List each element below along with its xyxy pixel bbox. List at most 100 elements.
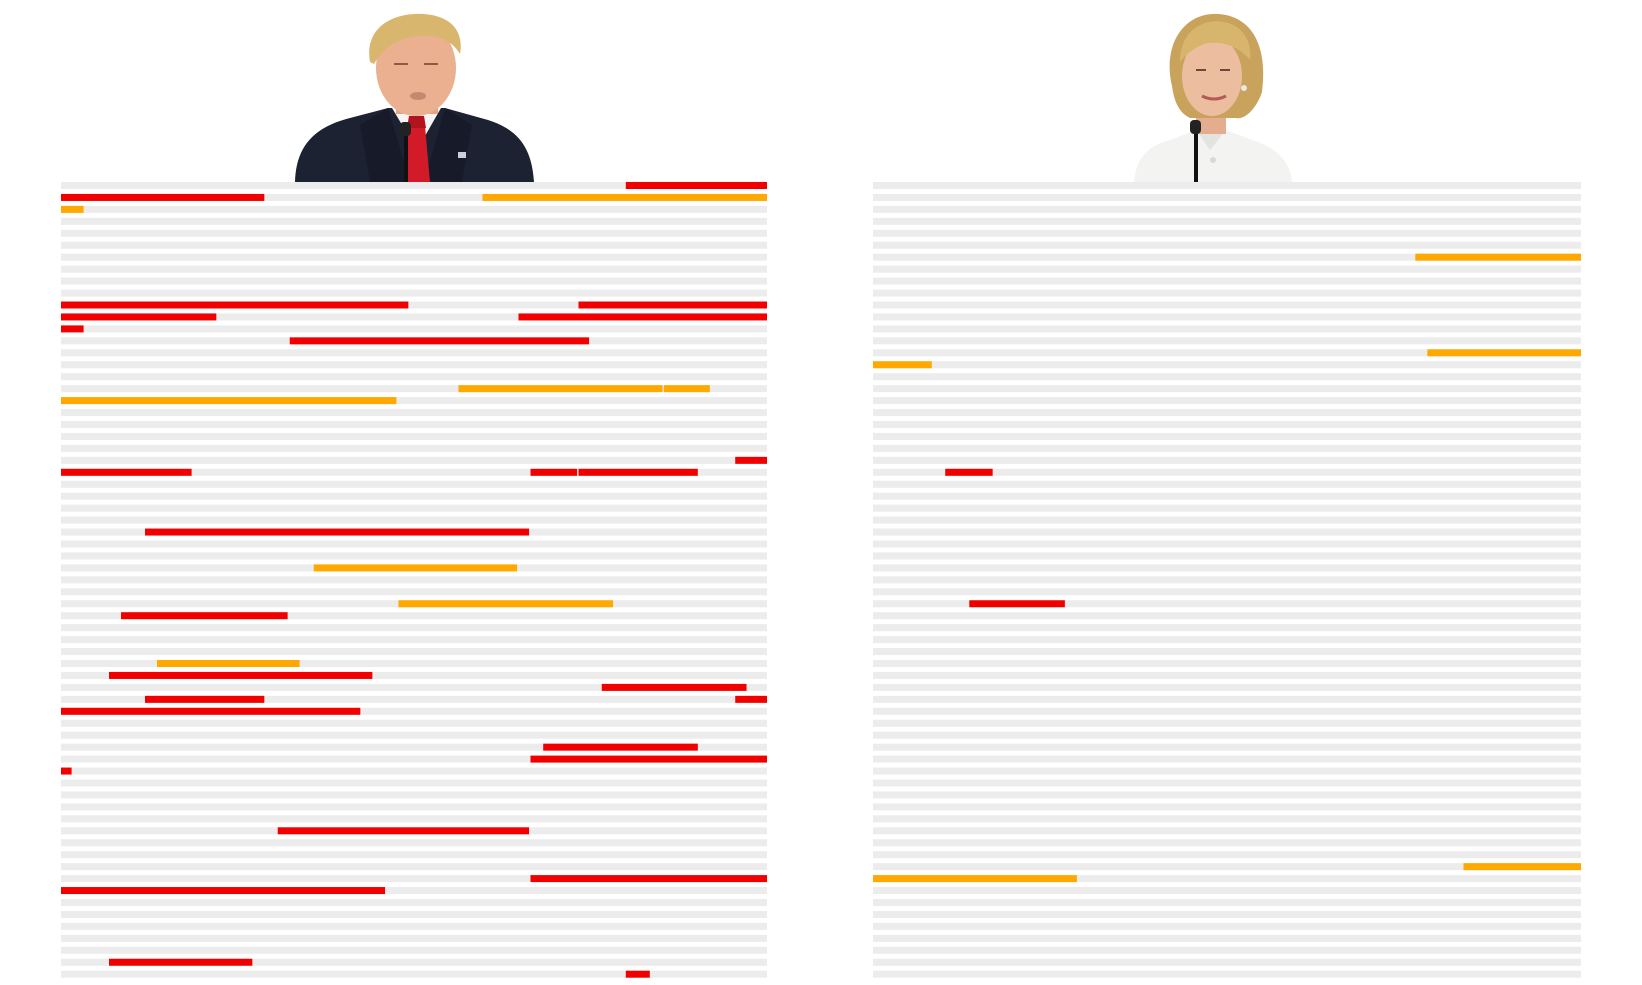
line-track <box>873 373 1581 381</box>
highlight-segment-red <box>945 468 993 476</box>
line-track <box>873 946 1581 954</box>
highlight-segment-red <box>145 695 265 703</box>
clinton-lines-panel <box>873 182 1581 978</box>
line-track <box>873 229 1581 237</box>
line-track <box>61 624 767 632</box>
line-track <box>873 397 1581 405</box>
highlight-segment-red <box>145 528 530 536</box>
line-track <box>61 910 767 918</box>
line-track <box>873 815 1581 823</box>
highlight-segment-red <box>578 468 698 476</box>
highlight-segment-red <box>289 337 590 345</box>
highlight-segment-red <box>61 887 386 895</box>
line-track <box>873 432 1581 440</box>
highlight-segment-red <box>735 456 767 464</box>
highlight-segment-red <box>530 468 578 476</box>
line-track <box>61 946 767 954</box>
highlight-segment-red <box>61 193 265 201</box>
highlight-segment-orange <box>873 361 932 369</box>
line-track <box>61 660 767 667</box>
line-track <box>61 432 767 440</box>
line-track <box>873 803 1581 811</box>
highlight-segment-orange <box>398 600 614 608</box>
line-track <box>873 301 1581 309</box>
highlight-segment-red <box>61 301 409 309</box>
line-track <box>873 528 1581 536</box>
highlight-segment-orange <box>458 385 663 393</box>
line-track <box>61 444 767 452</box>
highlight-segment-orange <box>873 875 1077 883</box>
highlight-segment-red <box>969 600 1065 608</box>
line-track <box>61 193 767 201</box>
highlight-segment-orange <box>61 205 84 213</box>
line-track <box>61 409 767 417</box>
line-track <box>61 779 767 787</box>
highlight-segment-red <box>530 875 767 883</box>
line-track <box>61 373 767 381</box>
line-track <box>873 516 1581 524</box>
highlight-segment-red <box>735 695 767 703</box>
line-track <box>61 361 767 369</box>
line-track <box>873 934 1581 942</box>
line-track <box>873 600 1581 608</box>
highlight-segment-orange <box>1427 349 1581 357</box>
highlight-segment-red <box>543 743 698 751</box>
highlight-segment-orange <box>61 397 397 405</box>
line-track <box>873 182 1581 189</box>
line-track <box>873 217 1581 225</box>
line-track <box>61 182 767 189</box>
line-track <box>873 385 1581 393</box>
line-track <box>61 229 767 237</box>
line-track <box>873 827 1581 835</box>
highlight-segment-red <box>61 468 192 476</box>
line-track <box>61 516 767 524</box>
line-track <box>61 863 767 871</box>
line-track <box>873 564 1581 572</box>
highlight-segment-red <box>109 671 373 679</box>
line-track <box>873 421 1581 428</box>
line-track <box>873 624 1581 632</box>
line-track <box>61 468 767 476</box>
line-track <box>873 839 1581 847</box>
line-track <box>873 552 1581 560</box>
line-track <box>873 755 1581 763</box>
line-track <box>61 671 767 679</box>
highlight-segment-red <box>61 707 361 715</box>
line-track <box>873 731 1581 739</box>
line-track <box>61 289 767 297</box>
line-track <box>873 444 1581 452</box>
line-track <box>873 683 1581 691</box>
line-track <box>61 217 767 225</box>
trump-portrait <box>295 13 534 182</box>
line-track <box>61 636 767 644</box>
line-track <box>873 576 1581 584</box>
line-track <box>873 349 1581 357</box>
line-track <box>61 791 767 799</box>
line-track <box>61 588 767 596</box>
line-track <box>61 707 767 715</box>
line-track <box>873 707 1581 715</box>
line-track <box>873 337 1581 345</box>
line-track <box>61 205 767 213</box>
line-track <box>873 899 1581 906</box>
line-track <box>61 540 767 548</box>
line-track <box>61 421 767 428</box>
line-track <box>873 851 1581 859</box>
trump-lines-panel <box>61 182 767 978</box>
highlight-segment-red <box>625 182 767 189</box>
highlight-segment-red <box>578 301 767 309</box>
line-track <box>873 253 1581 261</box>
line-track <box>873 289 1581 297</box>
line-track <box>61 456 767 464</box>
line-track <box>61 349 767 357</box>
line-track <box>873 540 1581 548</box>
highlight-segment-red <box>121 612 288 620</box>
line-track <box>873 719 1581 727</box>
line-track <box>61 875 767 883</box>
highlight-segment-orange <box>482 193 767 201</box>
line-track <box>873 277 1581 285</box>
highlight-segment-orange <box>663 385 710 393</box>
line-track <box>61 552 767 560</box>
highlight-segment-orange <box>313 564 518 572</box>
highlight-segment-red <box>530 755 767 763</box>
